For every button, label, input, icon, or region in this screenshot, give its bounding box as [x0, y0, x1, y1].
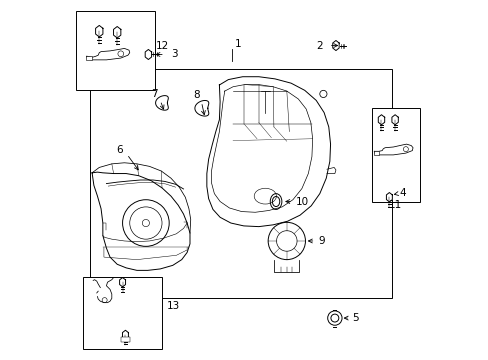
Text: 12: 12 [155, 41, 168, 50]
Text: 7: 7 [151, 89, 158, 99]
Text: 6: 6 [116, 144, 122, 154]
Text: 10: 10 [295, 197, 308, 207]
Bar [90, 69, 391, 298]
Text: 11: 11 [387, 200, 401, 210]
Bar [371, 108, 419, 202]
Text: 8: 8 [193, 90, 199, 100]
Text: 4: 4 [399, 188, 405, 198]
Text: 13: 13 [166, 301, 179, 311]
Bar [76, 12, 155, 90]
Bar [121, 337, 130, 342]
Text: 1: 1 [234, 39, 241, 49]
Text: 9: 9 [317, 236, 324, 246]
Bar [83, 277, 162, 348]
Text: 2: 2 [315, 41, 322, 50]
Bar [86, 55, 92, 60]
Text: 5: 5 [351, 313, 358, 323]
Text: 3: 3 [171, 49, 177, 59]
Bar [373, 151, 379, 155]
